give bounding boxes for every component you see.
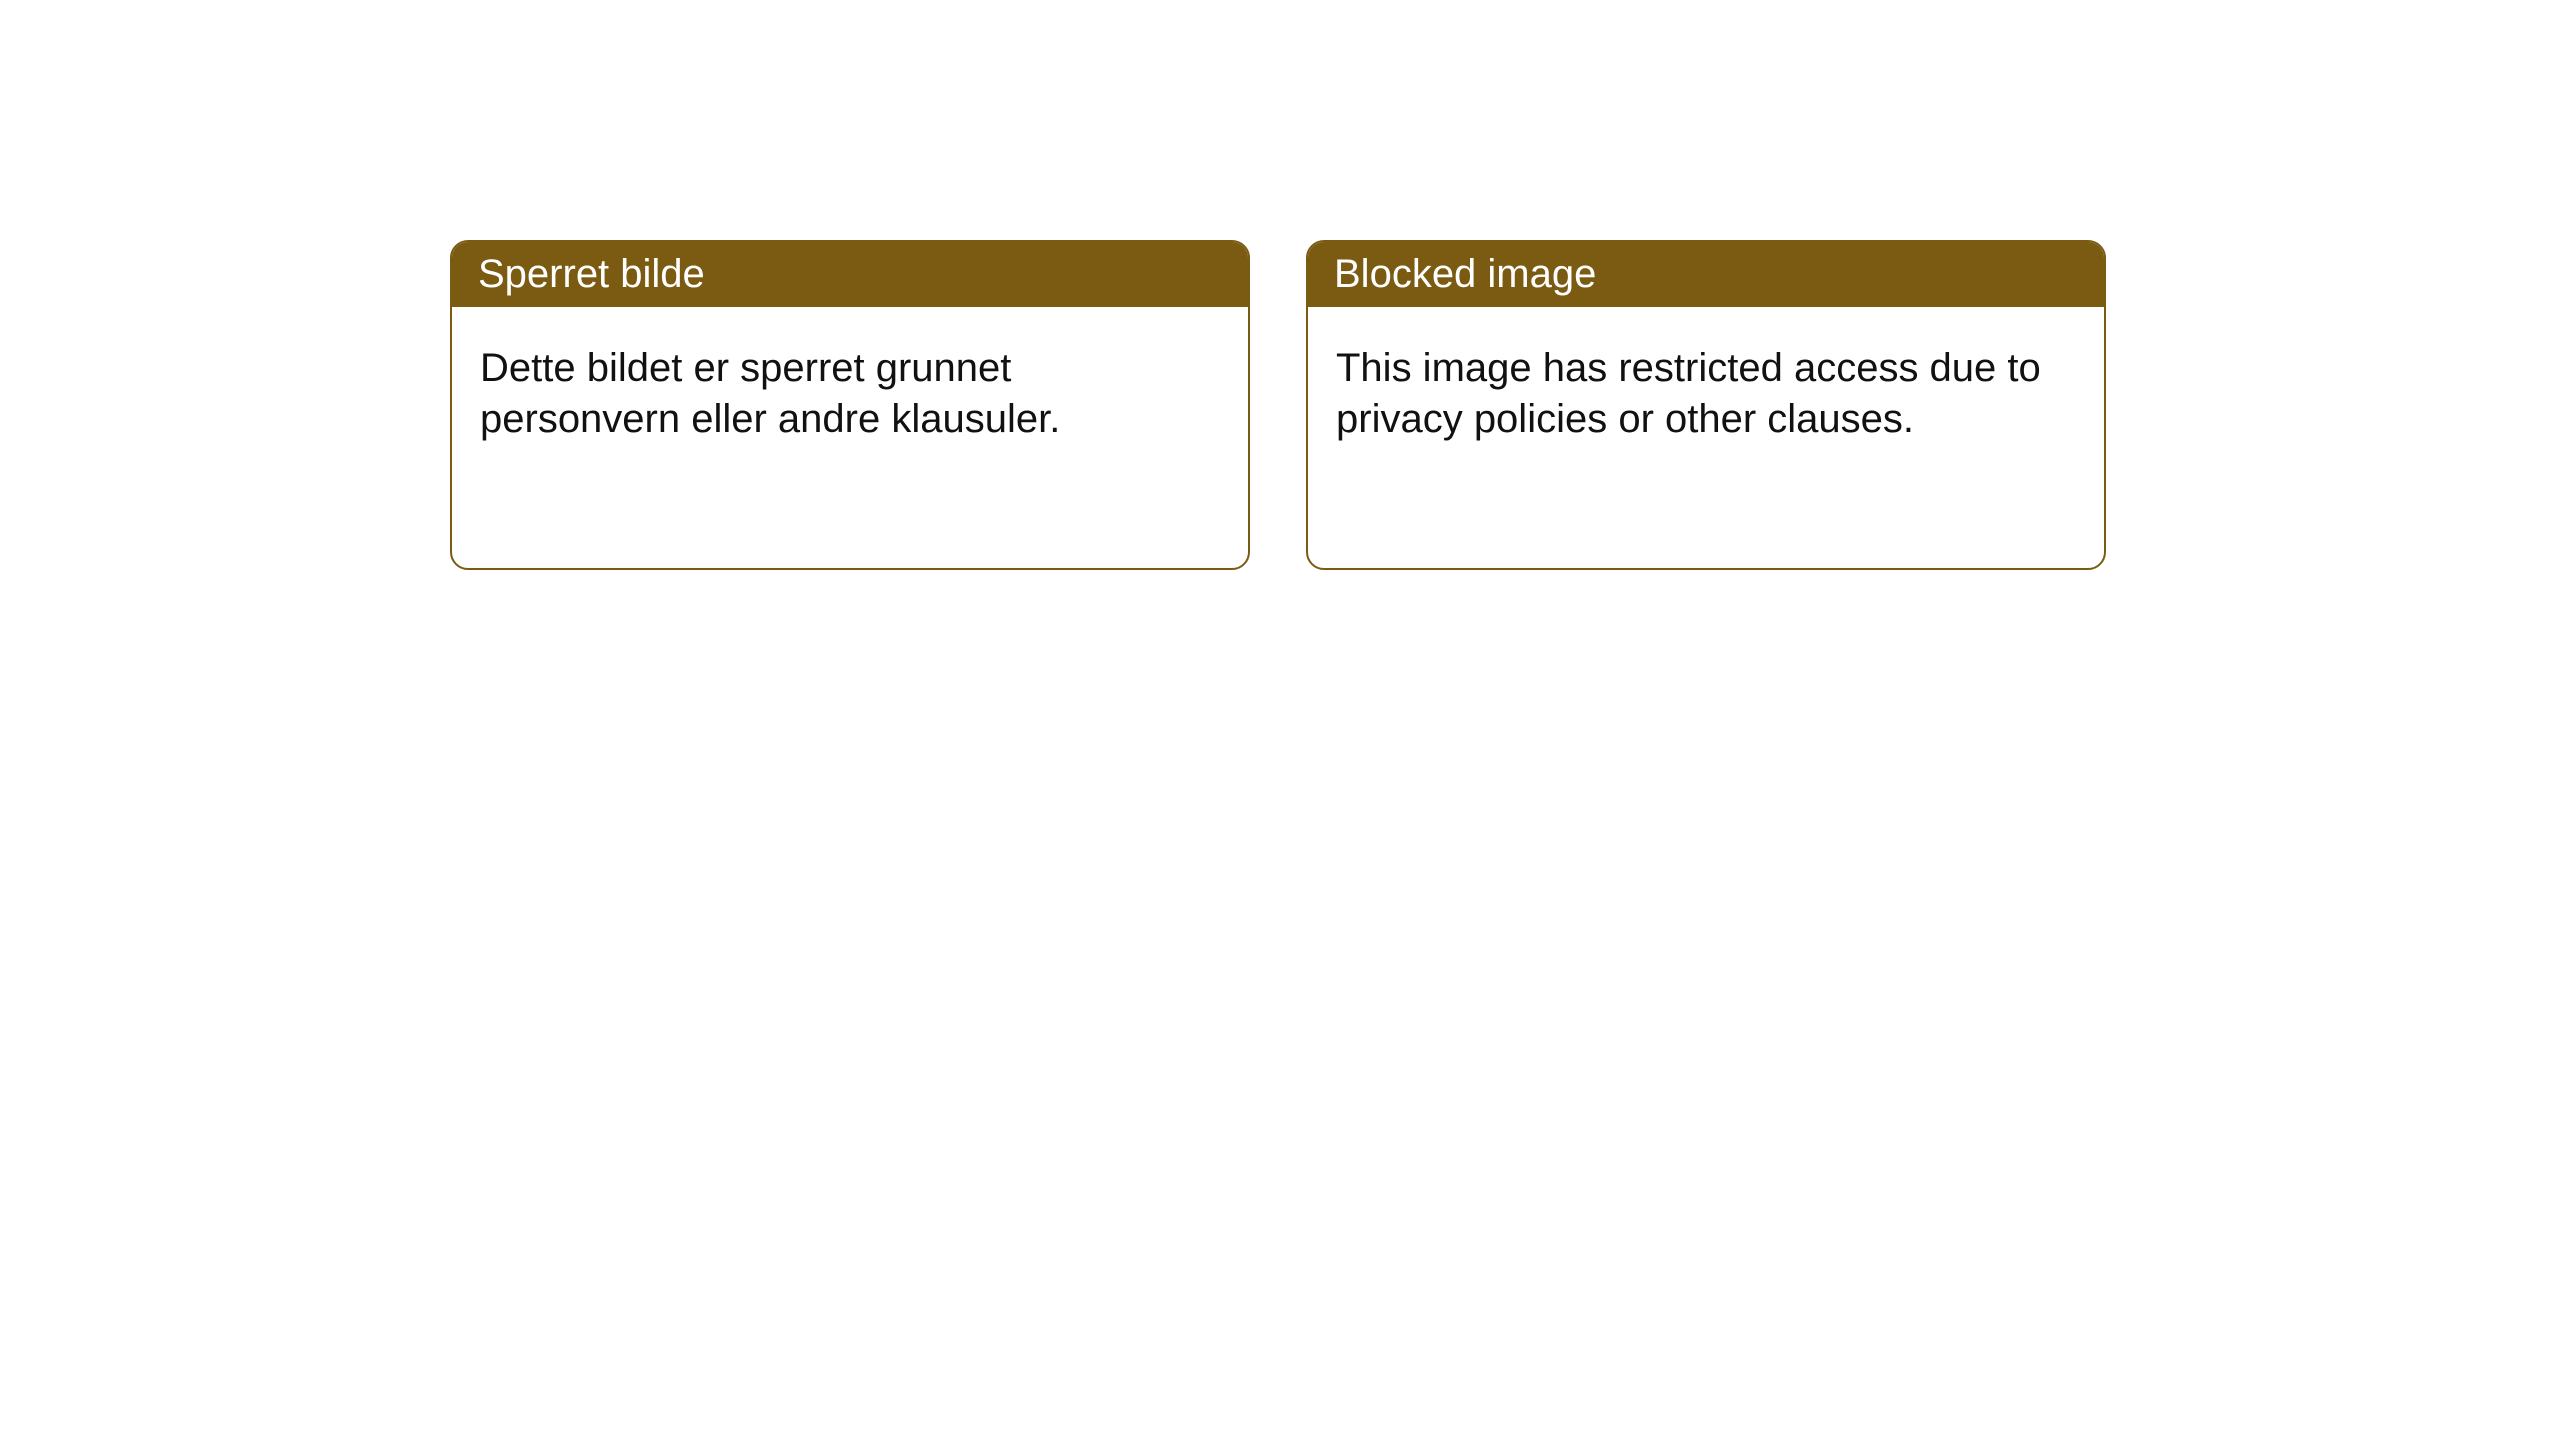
notice-header: Sperret bilde (452, 242, 1248, 307)
notice-body: Dette bildet er sperret grunnet personve… (452, 307, 1248, 481)
notice-title: Blocked image (1334, 252, 1596, 296)
notice-body-text: This image has restricted access due to … (1336, 346, 2041, 441)
notice-title: Sperret bilde (478, 252, 705, 296)
notice-body-text: Dette bildet er sperret grunnet personve… (480, 346, 1060, 441)
notices-container: Sperret bilde Dette bildet er sperret gr… (0, 0, 2560, 570)
notice-card-norwegian: Sperret bilde Dette bildet er sperret gr… (450, 240, 1250, 570)
notice-header: Blocked image (1308, 242, 2104, 307)
notice-body: This image has restricted access due to … (1308, 307, 2104, 481)
notice-card-english: Blocked image This image has restricted … (1306, 240, 2106, 570)
